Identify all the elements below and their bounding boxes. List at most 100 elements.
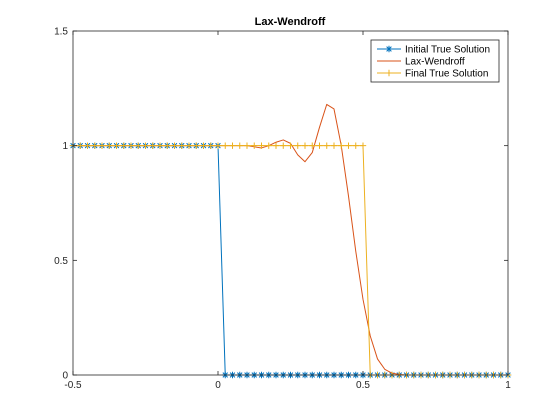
point-2-22-glyph bbox=[229, 142, 236, 149]
point-2-33 bbox=[309, 142, 316, 149]
point-2-17-glyph bbox=[193, 142, 200, 149]
point-2-12-glyph bbox=[156, 142, 164, 149]
point-2-16 bbox=[185, 142, 193, 149]
chart-title: Lax-Wendroff bbox=[255, 16, 326, 28]
point-2-25 bbox=[251, 142, 258, 149]
point-2-27-glyph bbox=[265, 142, 272, 149]
point-2-32 bbox=[301, 142, 309, 149]
point-2-1-glyph bbox=[77, 142, 84, 149]
point-2-33-glyph bbox=[309, 142, 316, 149]
point-2-23-glyph bbox=[236, 142, 243, 149]
point-2-24-glyph bbox=[243, 142, 251, 149]
point-2-10 bbox=[142, 142, 149, 149]
point-2-19-glyph bbox=[207, 142, 214, 149]
x-tick-label-0: -0.5 bbox=[64, 380, 82, 391]
y-tick-label-2: 1 bbox=[62, 141, 68, 152]
legend-marker-0 bbox=[385, 45, 393, 53]
point-2-25-glyph bbox=[251, 142, 258, 149]
point-2-19 bbox=[207, 142, 214, 149]
legend-label-1: Lax-Wendroff bbox=[405, 57, 465, 68]
point-2-34-glyph bbox=[316, 142, 323, 149]
point-2-20 bbox=[214, 142, 222, 149]
point-2-9-glyph bbox=[135, 142, 142, 149]
point-2-29 bbox=[280, 142, 287, 149]
point-2-37-glyph bbox=[338, 142, 345, 149]
point-2-10-glyph bbox=[142, 142, 149, 149]
point-2-34 bbox=[316, 142, 323, 149]
point-2-3 bbox=[91, 142, 98, 149]
axes-box bbox=[72, 30, 509, 376]
y-tick-label-1: 0.5 bbox=[54, 256, 68, 267]
legend-entry-1: Lax-Wendroff bbox=[377, 57, 465, 68]
point-2-9 bbox=[135, 142, 142, 149]
point-2-13 bbox=[164, 142, 171, 149]
legend-entry-2: Final True Solution bbox=[377, 69, 488, 80]
point-2-20-glyph bbox=[214, 142, 222, 149]
x-tick-label-1: 0 bbox=[215, 380, 221, 391]
point-2-37 bbox=[338, 142, 345, 149]
point-2-35-glyph bbox=[323, 142, 330, 149]
point-2-23 bbox=[236, 142, 243, 149]
point-2-15 bbox=[178, 142, 185, 149]
legend-label-2: Final True Solution bbox=[405, 69, 488, 80]
point-2-40-glyph bbox=[359, 142, 367, 149]
point-2-35 bbox=[323, 142, 330, 149]
point-2-28 bbox=[272, 142, 280, 149]
legend-marker-2-glyph bbox=[385, 69, 393, 77]
point-2-40 bbox=[359, 142, 367, 149]
point-2-8 bbox=[127, 142, 135, 149]
point-2-8-glyph bbox=[127, 142, 135, 149]
axes-layer: -0.5 0 0.5 100.511.5 bbox=[54, 27, 511, 392]
point-2-22 bbox=[229, 142, 236, 149]
point-2-31-glyph bbox=[294, 142, 301, 149]
point-2-28-glyph bbox=[272, 142, 280, 149]
point-2-12 bbox=[156, 142, 164, 149]
point-2-14 bbox=[171, 142, 178, 149]
point-2-27 bbox=[265, 142, 272, 149]
point-2-6 bbox=[113, 142, 120, 149]
point-2-16-glyph bbox=[185, 142, 193, 149]
point-2-38-glyph bbox=[345, 142, 352, 149]
point-2-32-glyph bbox=[301, 142, 309, 149]
point-2-4 bbox=[98, 142, 106, 149]
y-tick-label-3: 1.5 bbox=[54, 27, 68, 38]
legend-label-0: Initial True Solution bbox=[405, 45, 490, 56]
point-2-21-glyph bbox=[222, 142, 229, 149]
point-2-24 bbox=[243, 142, 251, 149]
x-tick-label-2: 0.5 bbox=[356, 380, 370, 391]
point-2-30 bbox=[287, 142, 294, 149]
point-2-17 bbox=[193, 142, 200, 149]
legend-entry-0: Initial True Solution bbox=[377, 45, 490, 56]
point-2-5-glyph bbox=[106, 142, 113, 149]
point-2-11-glyph bbox=[149, 142, 156, 149]
point-2-2-glyph bbox=[84, 142, 91, 149]
point-2-2 bbox=[84, 142, 91, 149]
point-2-6-glyph bbox=[113, 142, 120, 149]
point-2-1 bbox=[77, 142, 84, 149]
point-2-29-glyph bbox=[280, 142, 287, 149]
point-2-7 bbox=[120, 142, 127, 149]
point-2-4-glyph bbox=[98, 142, 106, 149]
plot-area bbox=[73, 31, 508, 375]
point-2-15-glyph bbox=[178, 142, 185, 149]
point-2-18 bbox=[200, 142, 207, 149]
point-2-13-glyph bbox=[164, 142, 171, 149]
point-2-21 bbox=[222, 142, 229, 149]
point-2-3-glyph bbox=[91, 142, 98, 149]
point-2-36-glyph bbox=[330, 142, 338, 149]
point-2-38 bbox=[345, 142, 352, 149]
point-2-36 bbox=[330, 142, 338, 149]
point-2-14-glyph bbox=[171, 142, 178, 149]
point-2-26 bbox=[258, 142, 265, 149]
point-2-7-glyph bbox=[120, 142, 127, 149]
point-2-39 bbox=[352, 142, 359, 149]
x-tick-label-3: 1 bbox=[505, 380, 511, 391]
y-tick-label-0: 0 bbox=[62, 371, 68, 382]
point-2-31 bbox=[294, 142, 301, 149]
point-2-39-glyph bbox=[352, 142, 359, 149]
point-2-30-glyph bbox=[287, 142, 294, 149]
point-2-26-glyph bbox=[258, 142, 265, 149]
point-2-18-glyph bbox=[200, 142, 207, 149]
